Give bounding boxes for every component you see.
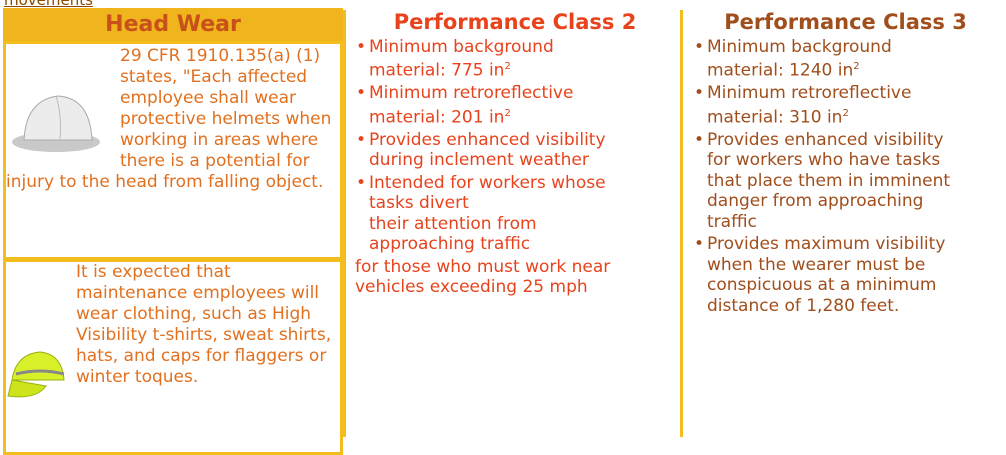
item-line: traffic — [707, 211, 757, 232]
item-line: material: 310 in2 — [707, 107, 849, 128]
top-link[interactable]: movements — [4, 0, 93, 9]
page: movements Head Wear 29 CFR 1910.135(a) (… — [0, 0, 1006, 437]
bullet-item: Minimum retroreflective material: 201 in2 — [355, 83, 675, 128]
note-line: vehicles exceeding 25 mph — [355, 277, 588, 298]
item-line: approaching traffic — [369, 234, 531, 255]
head-wear-title: Head Wear — [3, 8, 343, 41]
item-line: tasks divert — [369, 193, 469, 214]
paragraph-text: It is expected that maintenance employee… — [76, 262, 332, 387]
clothing-block: It is expected that maintenance employee… — [3, 257, 343, 455]
class-title: Performance Class 2 — [393, 10, 637, 34]
item-line: Intended for workers whose — [369, 172, 606, 193]
item-line: their attention from — [369, 213, 537, 234]
item-line: danger from approaching — [707, 191, 924, 212]
item-line: material: 1240 in2 — [707, 60, 860, 81]
superscript: 2 — [504, 107, 511, 119]
bullet-item: Minimum background material: 775 in2 — [355, 37, 675, 82]
item-line: Minimum background — [707, 36, 892, 57]
class-title: Performance Class 3 — [724, 10, 967, 34]
item-line: Provides maximum visibility — [707, 234, 946, 255]
item-line: conspicuous at a minimum — [707, 275, 937, 296]
column-divider — [343, 10, 346, 437]
class-2-column: Performance Class 2 Minimum background ma… — [355, 12, 675, 298]
item-line: Minimum retroreflective — [369, 83, 574, 104]
item-line: during inclement weather — [369, 150, 589, 171]
bullet-item: Minimum retroreflective material: 310 in2 — [693, 83, 998, 128]
item-line: Minimum retroreflective — [707, 83, 912, 104]
column-divider — [680, 10, 683, 437]
paragraph: 29 CFR 1910.135(a) (1) states, "Each aff… — [6, 46, 332, 192]
note-line: for those who must work near — [355, 256, 611, 277]
superscript: 2 — [504, 61, 511, 72]
item-line: Provides enhanced visibility — [369, 129, 606, 150]
item-line: for workers who have tasks — [707, 150, 941, 171]
item-line: Minimum background — [369, 36, 554, 57]
item-line: when the wearer must be — [707, 254, 926, 275]
item-line: distance of 1,280 feet. — [707, 295, 900, 316]
item-line: material: 775 in2 — [369, 60, 511, 81]
paragraph: It is expected that maintenance employee… — [6, 262, 340, 398]
item-line: Provides enhanced visibility — [707, 129, 944, 150]
cap-image — [7, 351, 65, 398]
head-wear-block: 29 CFR 1910.135(a) (1) states, "Each aff… — [3, 41, 343, 262]
class-3-column: Performance Class 3 Minimum background ma… — [693, 12, 998, 318]
item-line: material: 201 in2 — [369, 107, 511, 128]
hard-hat-image — [12, 95, 100, 152]
bullet-item: Minimum background material: 1240 in2 — [693, 37, 998, 82]
superscript: 2 — [842, 107, 849, 119]
item-line: that place them in imminent — [707, 170, 951, 191]
superscript: 2 — [853, 61, 860, 72]
